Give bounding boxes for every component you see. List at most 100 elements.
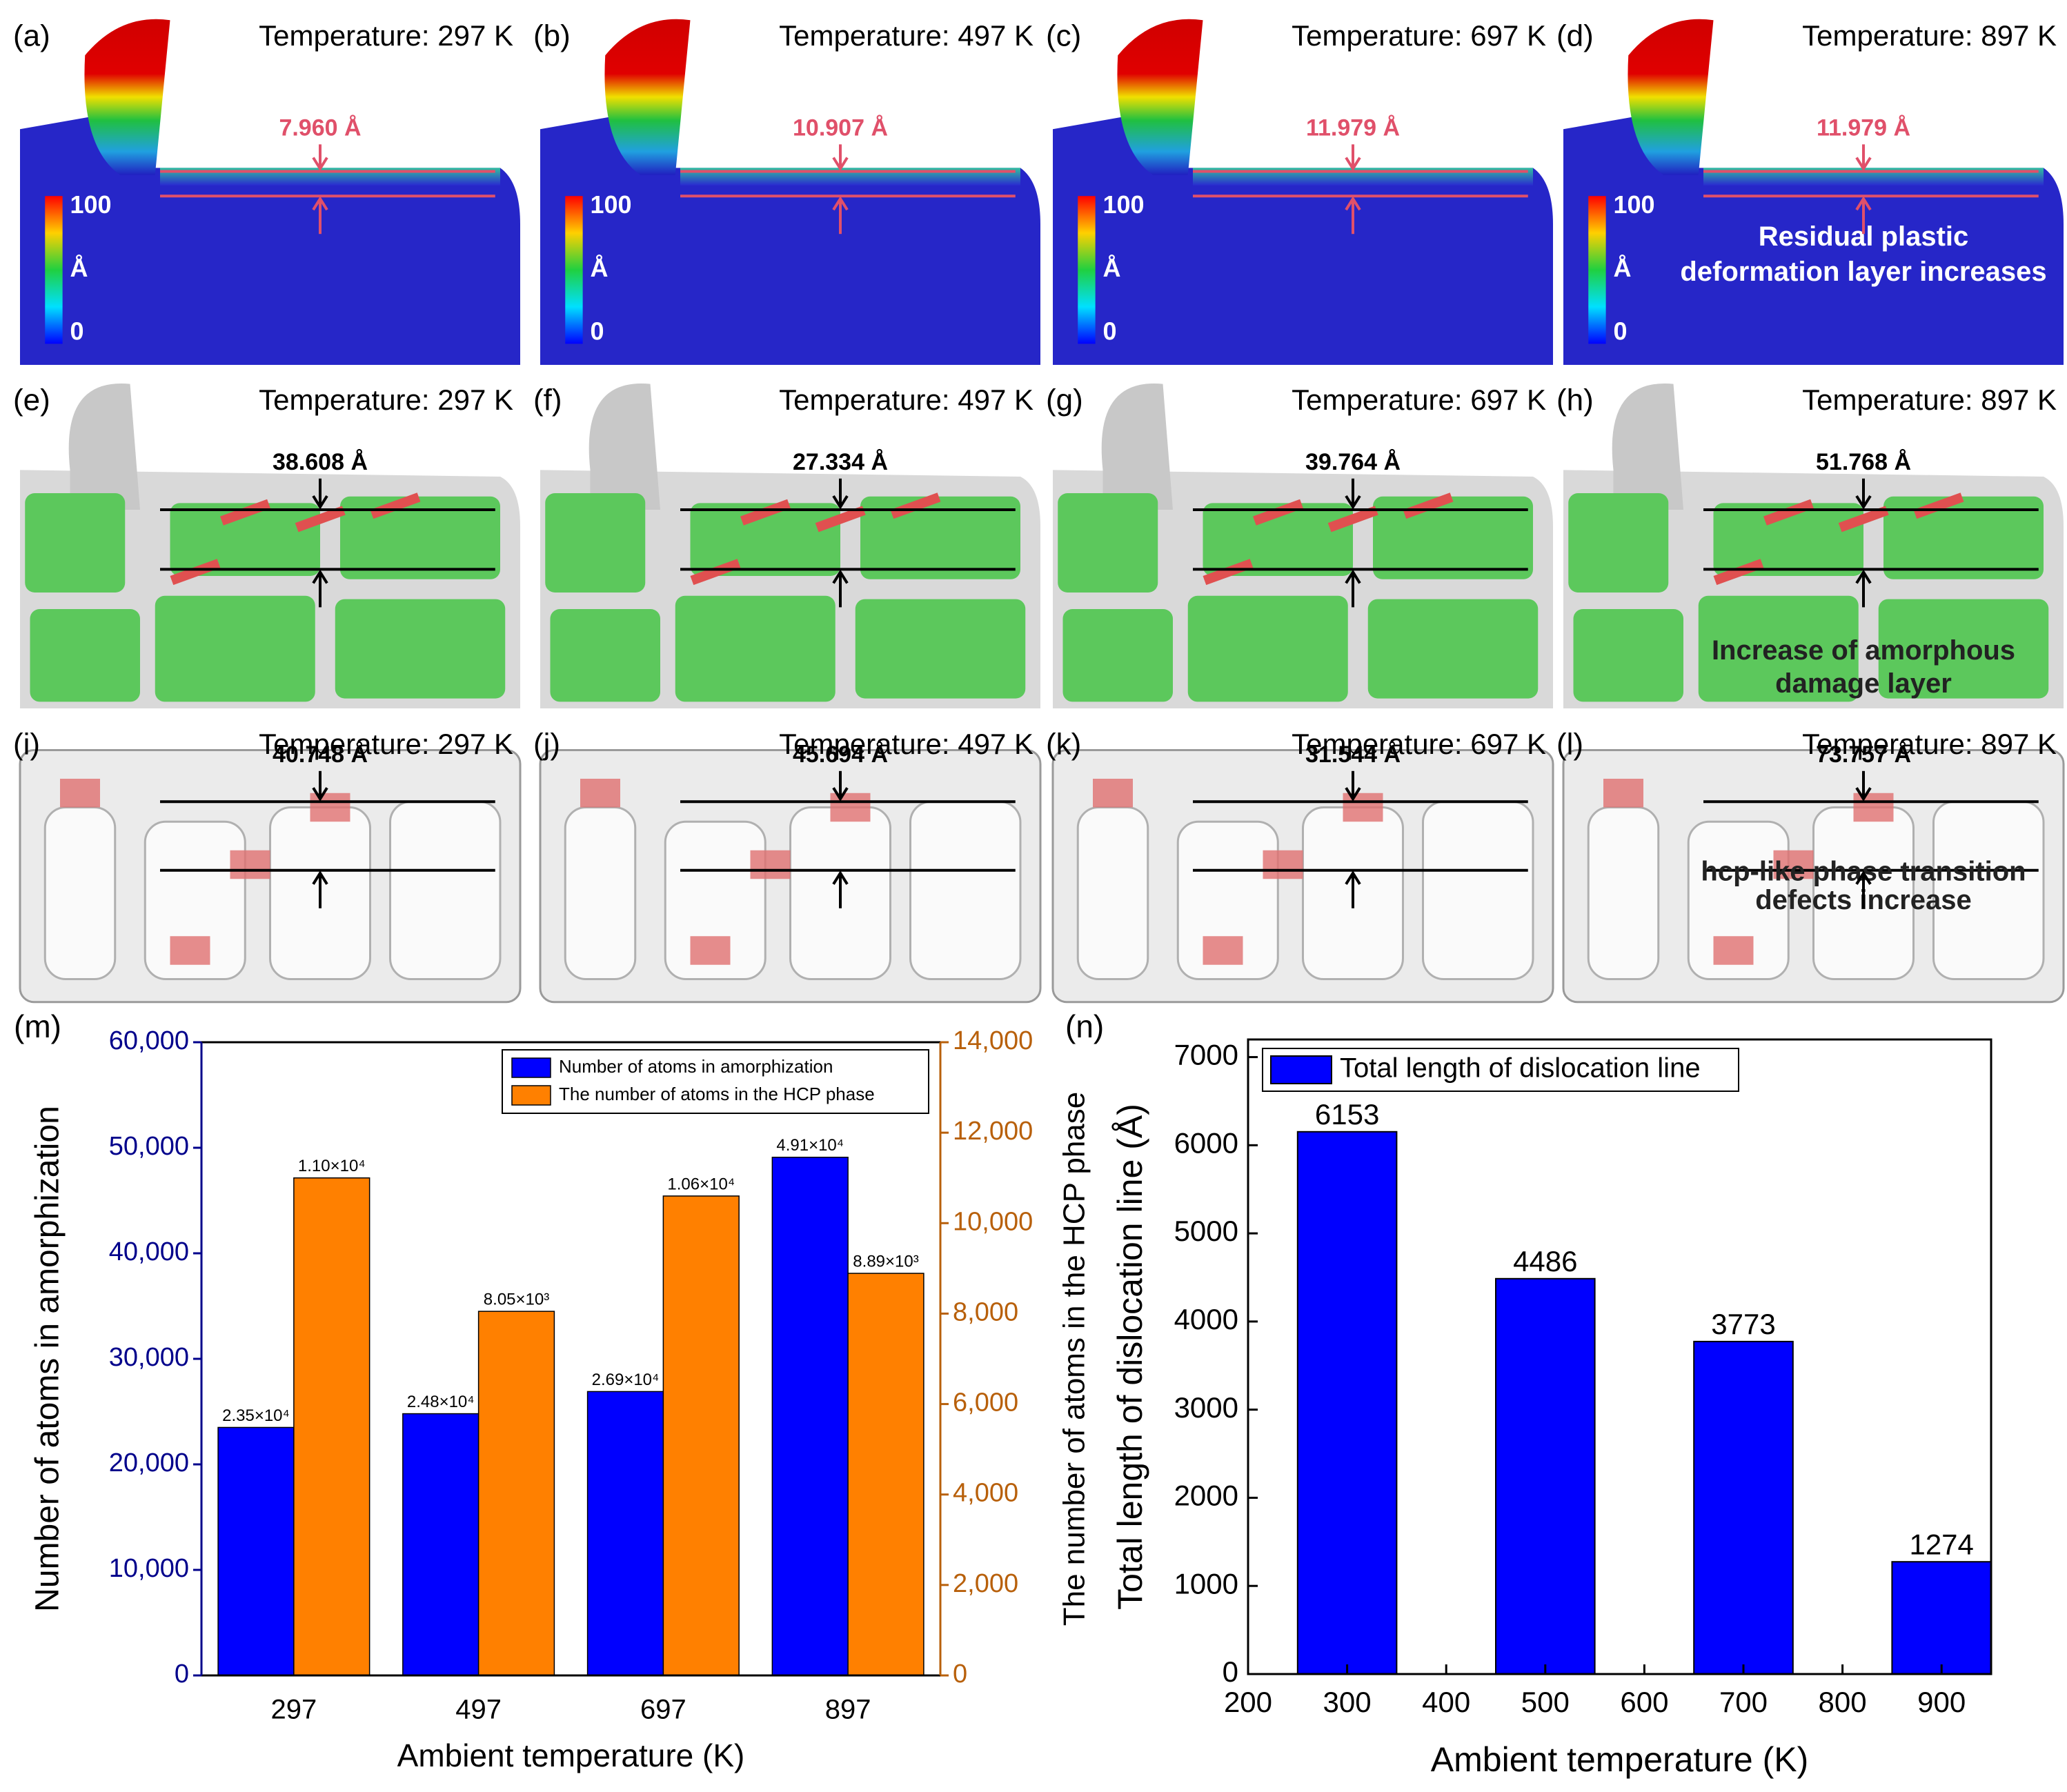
y-tick-label: 0: [1223, 1655, 1238, 1688]
grain: [1058, 493, 1158, 593]
hcp-cluster: [1713, 936, 1754, 965]
x-axis-title: Ambient temperature (K): [397, 1738, 745, 1773]
x-tick-label: 897: [825, 1695, 871, 1725]
temperature-label: Temperature: 897 K: [1802, 728, 2057, 760]
x-tick-label: 500: [1521, 1686, 1570, 1718]
grain: [1187, 595, 1348, 702]
arrow-head: [1855, 157, 1872, 172]
stacking-fault: [815, 506, 866, 532]
grain: [1878, 599, 2049, 699]
hcp-cluster: [170, 936, 210, 965]
stacking-fault: [1203, 559, 1254, 586]
stacking-fault: [170, 559, 221, 586]
stacking-fault: [1838, 506, 1889, 532]
value-label: 2.35×10⁴: [222, 1406, 290, 1425]
arrow-head: [1345, 495, 1361, 510]
thickness-label: 7.960 Å: [279, 115, 361, 141]
y-tick-label: 40,000: [109, 1237, 189, 1266]
thickness-label: 51.768 Å: [1816, 449, 1911, 475]
tool: [68, 383, 140, 510]
y-axis-title: Number of atoms in amorphization: [30, 1106, 66, 1612]
tool-tip: [1628, 19, 1714, 175]
y-tick-label: 7000: [1174, 1039, 1238, 1071]
grain: [1373, 496, 1533, 579]
simulation-panel: 100 Å 0 (b) Temperature: 497 K 10.907 Å: [533, 19, 1040, 366]
value-label: 2.69×10⁴: [592, 1371, 660, 1389]
colorbar-label: 100: [1103, 190, 1145, 219]
arrow-head: [1345, 157, 1361, 172]
colorbar: [565, 196, 583, 344]
panel-label: (j): [533, 728, 560, 761]
bar: [402, 1413, 479, 1676]
stacking-fault: [1713, 559, 1764, 586]
y2-tick-label: 0: [953, 1660, 967, 1689]
thickness-label: 31.544 Å: [1305, 741, 1401, 768]
y2-tick-label: 14,000: [953, 1026, 1033, 1055]
legend-label: Total length of dislocation line: [1340, 1053, 1701, 1084]
y2-tick-label: 6,000: [953, 1388, 1018, 1417]
bar: [477, 1311, 555, 1676]
colorbar-label: 0: [591, 317, 604, 346]
stacking-fault: [1913, 492, 1964, 519]
value-label: 6153: [1315, 1098, 1379, 1131]
y2-axis-title: The number of atoms in the HCP phase: [1058, 1092, 1091, 1626]
y-tick-label: 20,000: [109, 1448, 189, 1477]
thickness-label: 39.764 Å: [1305, 449, 1401, 475]
bar: [847, 1273, 924, 1676]
colorbar-label: 100: [1614, 190, 1655, 219]
stacking-fault: [1253, 499, 1303, 526]
legend-swatch: [511, 1085, 551, 1106]
y-tick-label: 10,000: [109, 1554, 189, 1583]
stacking-fault: [890, 492, 941, 519]
tool: [1101, 383, 1173, 510]
simulation-panel: 100 Å 0 (c) Temperature: 697 K 11.979 Å: [1046, 19, 1553, 366]
panel-label: (g): [1046, 384, 1083, 417]
y2-tick-label: 10,000: [953, 1207, 1033, 1236]
hcp-cluster: [1203, 936, 1243, 965]
hcp-cluster: [1603, 779, 1643, 808]
x-tick-label: 800: [1819, 1686, 1867, 1718]
grain: [1698, 595, 1859, 702]
grain: [545, 493, 646, 593]
legend-box: [1262, 1048, 1739, 1092]
arrow-head: [832, 157, 849, 172]
x-tick-label: 600: [1620, 1686, 1668, 1718]
stacking-fault: [690, 559, 741, 586]
y-tick-label: 5000: [1174, 1215, 1238, 1247]
simulation-panel: (i) Temperature: 297 K40.748 Å: [13, 728, 522, 1004]
annotation: deformation layer increases: [1680, 257, 2046, 287]
thickness-label: 27.334 Å: [793, 449, 888, 475]
legend-box: [502, 1049, 929, 1114]
value-label: 1.06×10⁴: [667, 1175, 735, 1193]
x-tick-label: 297: [271, 1695, 317, 1725]
simulation-panel: (g) Temperature: 697 K 39.764 Å: [1046, 384, 1553, 708]
y-axis-title: Total length of dislocation line (Å): [1111, 1104, 1149, 1610]
bar: [586, 1391, 664, 1676]
hcp-cluster: [1093, 779, 1133, 808]
thickness-label: 11.979 Å: [1306, 115, 1400, 141]
legend-swatch: [511, 1057, 551, 1078]
y-tick-label: 30,000: [109, 1343, 189, 1372]
annotation: Increase of amorphous: [1712, 635, 2015, 666]
x-tick-label: 497: [455, 1695, 502, 1725]
thickness-label: 11.979 Å: [1817, 115, 1910, 141]
arrow-head: [1345, 569, 1361, 584]
stacking-fault: [1763, 499, 1814, 526]
stacking-fault: [1403, 492, 1454, 519]
grain: [1713, 503, 1863, 576]
grain: [155, 595, 315, 702]
panel-label: (m): [14, 1008, 61, 1044]
temperature-label: Temperature: 497 K: [779, 19, 1034, 52]
simulation-panel: (e) Temperature: 297 K 38.608 Å: [13, 384, 520, 708]
arrow-head: [312, 157, 328, 172]
temperature-label: Temperature: 497 K: [779, 384, 1034, 416]
thickness-label: 40.748 Å: [273, 741, 368, 768]
grain: [1573, 609, 1683, 702]
value-label: 1274: [1909, 1528, 1973, 1560]
legend-label: The number of atoms in the HCP phase: [559, 1084, 875, 1104]
x-tick-label: 697: [640, 1695, 686, 1725]
panel-label: (l): [1556, 728, 1583, 761]
arrow-head: [832, 569, 849, 584]
